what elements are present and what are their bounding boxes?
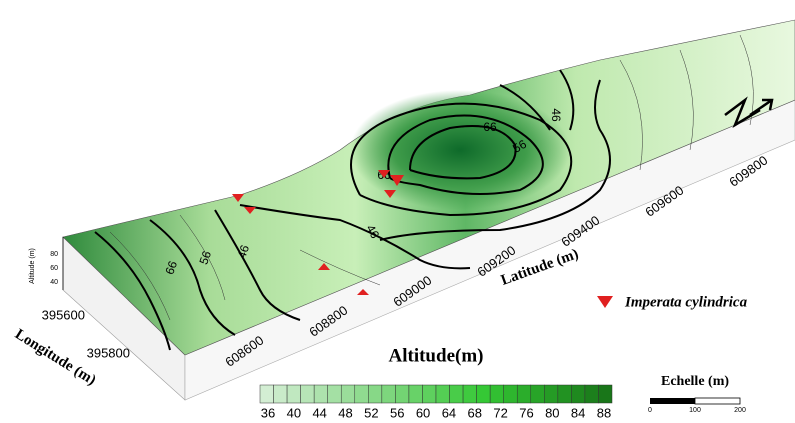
scale-title: Echelle (m) <box>661 374 729 389</box>
colorbar-cell <box>341 385 355 403</box>
colorbar-tick: 80 <box>545 405 559 420</box>
colorbar-cell <box>504 385 518 403</box>
scale-tick: 200 <box>734 407 746 414</box>
colorbar-cell <box>517 385 531 403</box>
colorbar-tick: 40 <box>287 405 301 420</box>
colorbar-tick: 44 <box>312 405 326 420</box>
colorbar-tick: 64 <box>442 405 456 420</box>
colorbar-cell <box>436 385 450 403</box>
colorbar-title: Altitude(m) <box>389 345 484 366</box>
colorbar-cell <box>274 385 288 403</box>
altitude-tick: 80 <box>50 251 58 258</box>
colorbar-cell <box>463 385 477 403</box>
colorbar-cell <box>260 385 274 403</box>
colorbar-tick: 48 <box>338 405 352 420</box>
legend-label: Imperata cylindrica <box>624 294 748 310</box>
colorbar-tick: 72 <box>493 405 507 420</box>
colorbar-tick: 76 <box>519 405 533 420</box>
longitude-axis-title: Longitude (m) <box>12 326 99 388</box>
scale-tick: 100 <box>689 407 701 414</box>
longitude-tick: 395600 <box>42 307 85 322</box>
colorbar-tick: 52 <box>364 405 378 420</box>
colorbar-cell <box>571 385 585 403</box>
colorbar-cell <box>598 385 612 403</box>
contour-label: 66 <box>483 120 497 134</box>
scale-bar <box>650 398 695 404</box>
colorbar-tick: 36 <box>261 405 275 420</box>
colorbar-cell <box>422 385 436 403</box>
scale-bar <box>695 398 740 404</box>
colorbar-cell <box>544 385 558 403</box>
altitude-tick: 40 <box>50 279 58 286</box>
longitude-tick: 395800 <box>87 345 130 360</box>
altitude-tick: 60 <box>50 265 58 272</box>
colorbar-cell <box>314 385 328 403</box>
colorbar-cell <box>382 385 396 403</box>
colorbar-tick: 68 <box>468 405 482 420</box>
colorbar-tick: 60 <box>416 405 430 420</box>
colorbar-cell <box>287 385 301 403</box>
colorbar-cell <box>355 385 369 403</box>
colorbar-cell <box>585 385 599 403</box>
colorbar-tick: 88 <box>597 405 611 420</box>
altitude-axis-title: Altitude (m) <box>29 248 36 284</box>
colorbar-cell <box>301 385 315 403</box>
colorbar-tick: 84 <box>571 405 585 420</box>
colorbar-cell <box>490 385 504 403</box>
colorbar-cell <box>558 385 572 403</box>
colorbar-cell <box>368 385 382 403</box>
colorbar-tick: 56 <box>390 405 404 420</box>
colorbar-cell <box>395 385 409 403</box>
colorbar-cell <box>477 385 491 403</box>
contour-label: 46 <box>549 108 563 122</box>
scale-tick: 0 <box>648 407 652 414</box>
colorbar-cell <box>409 385 423 403</box>
colorbar-cell <box>328 385 342 403</box>
colorbar-cell <box>450 385 464 403</box>
colorbar-cell <box>531 385 545 403</box>
map-figure: 6656464666665646 Altitude (m) 406080 608… <box>0 0 795 423</box>
